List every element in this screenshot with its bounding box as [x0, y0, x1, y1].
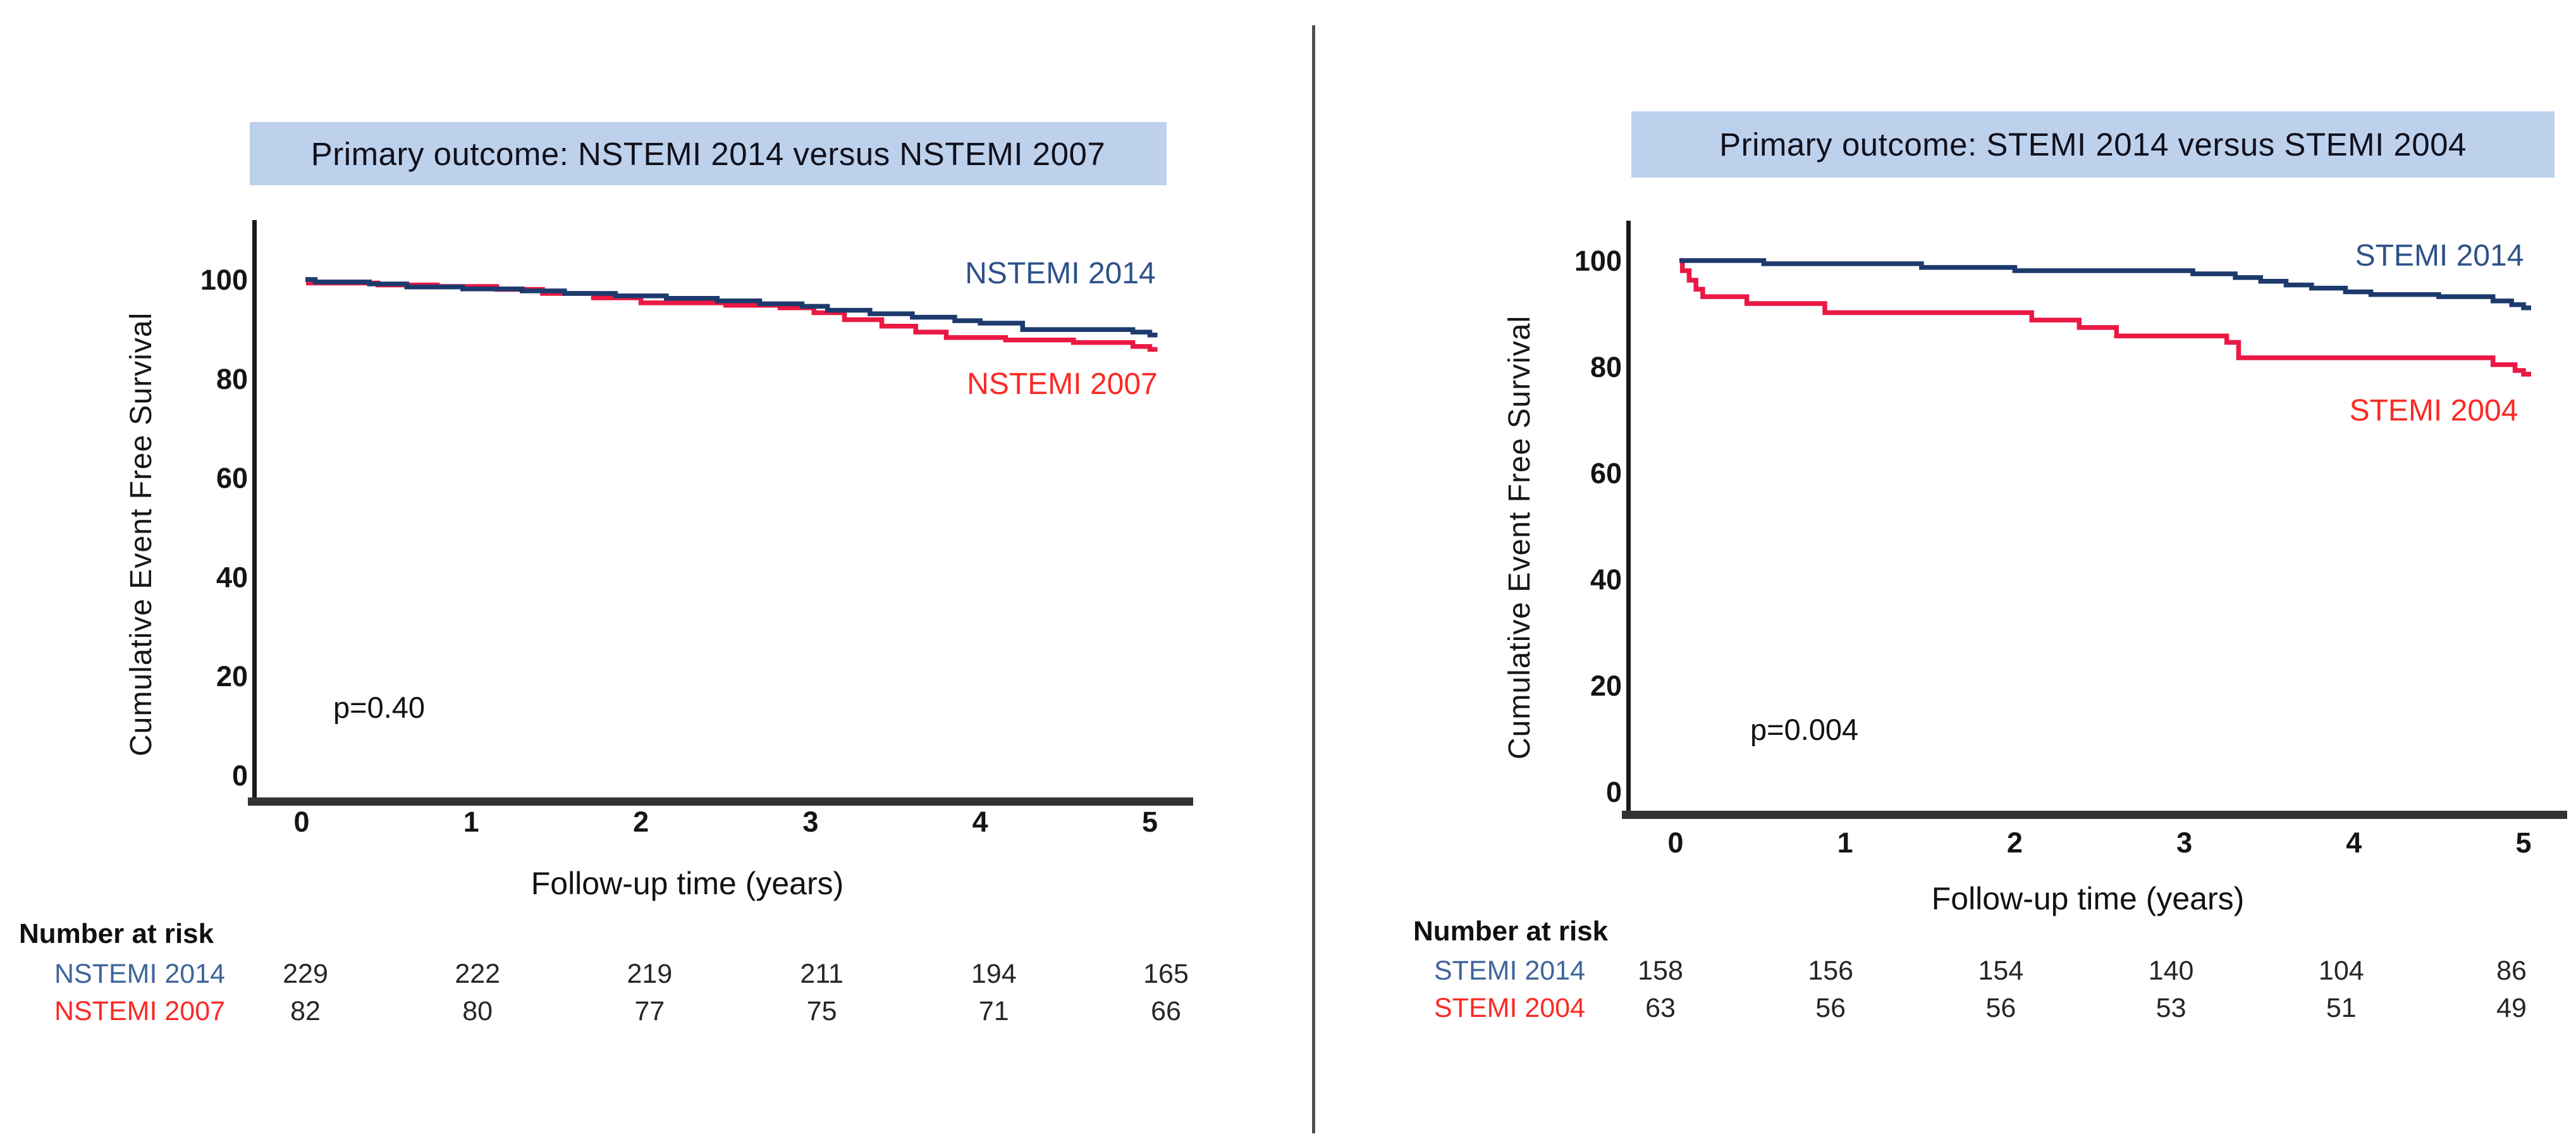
panel-title-nstemi: Primary outcome: NSTEMI 2014 versus NSTE…: [250, 122, 1167, 185]
y-axis-line: [252, 220, 257, 803]
y-tick-label: 80: [1590, 351, 1622, 383]
p-value-label: p=0.40: [333, 691, 425, 724]
y-tick-label: 40: [216, 561, 248, 593]
legend-label-nstemi-2007: NSTEMI 2007: [967, 367, 1157, 401]
risk-row-stemi-2004: STEMI 2004 63 56 56 53 51 49: [1378, 993, 2576, 1027]
panel-title-stemi: Primary outcome: STEMI 2014 versus STEMI…: [1631, 111, 2555, 178]
x-tick-label: 1: [463, 806, 479, 838]
risk-count: 53: [2156, 993, 2187, 1023]
risk-count: 165: [1143, 959, 1189, 989]
stemi-comparison-panel: Primary outcome: STEMI 2014 versus STEMI…: [1378, 0, 2576, 1144]
risk-count: 211: [800, 959, 843, 989]
y-tick-label: 0: [1606, 776, 1622, 808]
risk-count: 80: [462, 996, 493, 1026]
risk-count: 229: [283, 959, 328, 989]
risk-row-label: STEMI 2004: [1434, 993, 1585, 1023]
x-tick-label: 2: [2007, 827, 2023, 859]
x-tick-label: 5: [2515, 827, 2531, 859]
legend-label-stemi-2004: STEMI 2004: [2350, 394, 2518, 427]
y-tick-label: 100: [1574, 245, 1622, 277]
risk-count: 82: [290, 996, 321, 1026]
x-tick-label: 1: [1837, 827, 1853, 859]
risk-count: 56: [1985, 993, 2016, 1023]
x-axis-line: [1622, 811, 2567, 819]
x-tick-label: 3: [2176, 827, 2192, 859]
risk-count: 77: [634, 996, 665, 1026]
km-plot-nstemi: 100 80 60 40 20 0 0 1 2 3 4 5 NSTEMI 2014 NSTEMI 2007…: [200, 220, 1193, 838]
number-at-risk-header: Number at risk: [19, 918, 214, 949]
x-tick-label: 5: [1142, 806, 1158, 838]
y-tick-label: 60: [216, 462, 248, 495]
x-tick-label: 2: [633, 806, 649, 838]
risk-count: 71: [978, 996, 1009, 1026]
y-tick-label: 20: [216, 660, 248, 692]
y-tick-label: 0: [232, 760, 248, 792]
risk-count: 140: [2148, 956, 2194, 986]
risk-row-label: STEMI 2014: [1434, 956, 1585, 986]
risk-row-nstemi-2007: NSTEMI 2007 82 80 77 75 71 66: [0, 996, 1205, 1030]
risk-count: 86: [2496, 956, 2527, 986]
km-curve-stemi-2004: [1679, 258, 2531, 377]
number-at-risk-header: Number at risk: [1413, 916, 1609, 947]
risk-row-nstemi-2014: NSTEMI 2014 229 222 219 211 194 165: [0, 959, 1205, 993]
y-tick-label: 20: [1590, 670, 1622, 702]
x-axis-label: Follow-up time (years): [1931, 881, 2245, 916]
risk-count: 51: [2326, 993, 2357, 1023]
risk-row-label: NSTEMI 2014: [54, 959, 226, 989]
y-tick-label: 40: [1590, 563, 1622, 596]
risk-count: 222: [455, 959, 501, 989]
y-tick-label: 60: [1590, 457, 1622, 489]
legend-label-nstemi-2014: NSTEMI 2014: [965, 257, 1155, 290]
risk-count: 56: [1815, 993, 1846, 1023]
x-tick-label: 0: [293, 806, 309, 838]
nstemi-comparison-panel: Primary outcome: NSTEMI 2014 versus NSTE…: [0, 0, 1205, 1144]
km-curve-nstemi-2014: [305, 277, 1158, 338]
risk-count: 66: [1151, 996, 1181, 1026]
y-tick-label: 100: [200, 264, 248, 296]
risk-count: 63: [1645, 993, 1676, 1023]
y-tick-label: 80: [216, 363, 248, 395]
x-axis-line: [248, 797, 1193, 806]
x-tick-label: 3: [802, 806, 818, 838]
risk-count: 75: [806, 996, 837, 1026]
panel-divider-line: [1312, 25, 1315, 1133]
risk-row-stemi-2014: STEMI 2014 158 156 154 140 104 86: [1378, 956, 2576, 990]
km-curve-stemi-2014: [1679, 258, 2531, 311]
risk-count: 49: [2496, 993, 2527, 1023]
x-axis-label: Follow-up time (years): [531, 866, 844, 901]
p-value-label: p=0.004: [1750, 713, 1858, 746]
risk-count: 194: [971, 959, 1017, 989]
y-axis-line: [1626, 221, 1631, 816]
km-plot-stemi: 100 80 60 40 20 0 0 1 2 3 4 5 STEMI 2014 STEMI 2004 p=…: [1574, 221, 2567, 859]
x-tick-label: 4: [972, 806, 988, 838]
risk-count: 158: [1638, 956, 1683, 986]
x-tick-label: 4: [2346, 827, 2362, 859]
legend-label-stemi-2014: STEMI 2014: [2355, 239, 2524, 273]
risk-count: 154: [1978, 956, 2024, 986]
risk-count: 219: [627, 959, 673, 989]
risk-count: 156: [1808, 956, 1854, 986]
risk-count: 104: [2318, 956, 2364, 986]
x-tick-label: 0: [1667, 827, 1683, 859]
risk-row-label: NSTEMI 2007: [54, 996, 226, 1026]
